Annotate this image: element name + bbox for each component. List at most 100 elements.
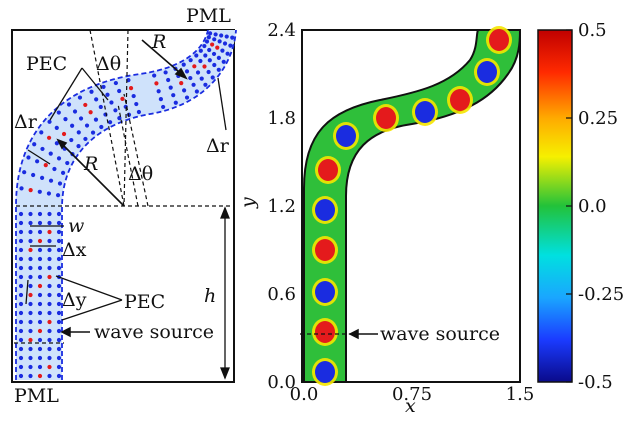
lattice-point bbox=[206, 69, 211, 75]
delta-r-right-label: Δr bbox=[206, 135, 230, 157]
lattice-point bbox=[207, 47, 212, 53]
lattice-point bbox=[37, 301, 43, 307]
lattice-point bbox=[230, 35, 235, 40]
lattice-point bbox=[47, 220, 52, 226]
lattice-point bbox=[202, 64, 207, 69]
lattice-point bbox=[46, 191, 52, 196]
lattice-point bbox=[181, 62, 186, 67]
lattice-point bbox=[131, 93, 136, 99]
lattice-point bbox=[76, 144, 81, 149]
lattice-point bbox=[154, 81, 159, 86]
lattice-point bbox=[47, 247, 52, 253]
x-tick-label: 0.0 bbox=[290, 384, 319, 405]
lattice-point bbox=[198, 48, 203, 53]
lattice-point bbox=[56, 301, 62, 307]
lattice-point bbox=[56, 247, 62, 253]
lattice-point bbox=[90, 130, 96, 135]
y-tick-label: 1.8 bbox=[267, 108, 296, 129]
lattice-point bbox=[56, 346, 62, 352]
lattice-point bbox=[18, 292, 24, 298]
lattice-point bbox=[37, 220, 43, 226]
lattice-point bbox=[37, 319, 43, 325]
lattice-point bbox=[69, 137, 74, 143]
lattice-point bbox=[28, 373, 33, 379]
lattice-point bbox=[216, 67, 221, 72]
lattice-point bbox=[98, 104, 103, 110]
colorbar-tick-label: -0.25 bbox=[578, 284, 624, 305]
lattice-point bbox=[47, 274, 52, 280]
lattice-point bbox=[212, 37, 217, 42]
lattice-point bbox=[28, 211, 33, 217]
lattice-point bbox=[18, 337, 24, 343]
lattice-point bbox=[56, 220, 62, 226]
lattice-point bbox=[184, 95, 190, 100]
lattice-point bbox=[56, 229, 62, 235]
lattice-point bbox=[47, 310, 52, 316]
lattice-point bbox=[28, 256, 33, 262]
lattice-point bbox=[47, 364, 52, 370]
lattice-point bbox=[56, 265, 62, 271]
lattice-point bbox=[54, 125, 59, 130]
field-min bbox=[315, 361, 335, 383]
lattice-point bbox=[188, 58, 193, 63]
field-min bbox=[477, 61, 497, 83]
field-maxima bbox=[312, 26, 512, 386]
pec-bottom-pointer-a bbox=[55, 275, 123, 301]
lattice-point bbox=[47, 283, 52, 289]
lattice-point bbox=[18, 211, 24, 217]
lattice-point bbox=[222, 41, 228, 46]
lattice-point bbox=[55, 193, 61, 198]
lattice-point bbox=[37, 265, 43, 271]
lattice-point bbox=[212, 62, 217, 68]
lattice-point bbox=[19, 186, 24, 191]
lattice-point bbox=[166, 77, 171, 83]
field-max bbox=[315, 239, 335, 261]
lattice-point bbox=[161, 104, 166, 110]
lattice-point bbox=[203, 53, 208, 58]
lattice-point bbox=[47, 337, 52, 343]
lattice-point bbox=[18, 319, 24, 325]
lattice-point bbox=[28, 346, 33, 352]
lattice-point bbox=[216, 55, 221, 60]
lattice-point bbox=[37, 292, 43, 298]
delta-y-pointer bbox=[25, 279, 29, 305]
lattice-point bbox=[28, 292, 33, 298]
colorbar-tick-label: 0.0 bbox=[578, 196, 607, 217]
lattice-point bbox=[28, 337, 33, 343]
lattice-point bbox=[195, 70, 201, 75]
lattice-point bbox=[28, 301, 33, 307]
lattice-point bbox=[18, 220, 24, 226]
lattice-point bbox=[56, 319, 62, 325]
lattice-point bbox=[207, 58, 212, 63]
lattice-point bbox=[202, 43, 207, 49]
lattice-point bbox=[37, 346, 43, 352]
lattice-point bbox=[28, 188, 33, 193]
lattice-point bbox=[56, 364, 62, 370]
field-max bbox=[315, 321, 335, 343]
y-tick-label: 2.4 bbox=[267, 20, 296, 41]
h-arrow-bottom bbox=[220, 367, 230, 380]
lattice-point bbox=[221, 59, 226, 64]
delta-theta-line-top bbox=[89, 29, 125, 207]
lattice-point bbox=[32, 142, 37, 147]
lattice-point bbox=[43, 163, 48, 168]
lattice-point bbox=[18, 265, 24, 271]
lattice-point bbox=[47, 292, 52, 298]
delta-theta-label-bottom: Δθ bbox=[128, 163, 153, 185]
lattice-point bbox=[28, 274, 33, 280]
wave-source-label-right: wave source bbox=[380, 323, 500, 345]
lattice-point bbox=[47, 229, 52, 235]
lattice-point bbox=[18, 346, 24, 352]
lattice-point bbox=[39, 130, 44, 135]
wave-source-label-left: wave source bbox=[94, 321, 214, 343]
field-min bbox=[315, 199, 335, 221]
lattice-point bbox=[228, 43, 233, 48]
lattice-point bbox=[54, 141, 59, 146]
lattice-point bbox=[188, 75, 193, 81]
colorbar-tick-label: 0.5 bbox=[578, 20, 607, 41]
y-tick-label: 0.0 bbox=[267, 372, 296, 393]
lattice-point bbox=[158, 96, 163, 102]
h-dimension bbox=[220, 206, 230, 380]
field-min bbox=[415, 101, 435, 123]
